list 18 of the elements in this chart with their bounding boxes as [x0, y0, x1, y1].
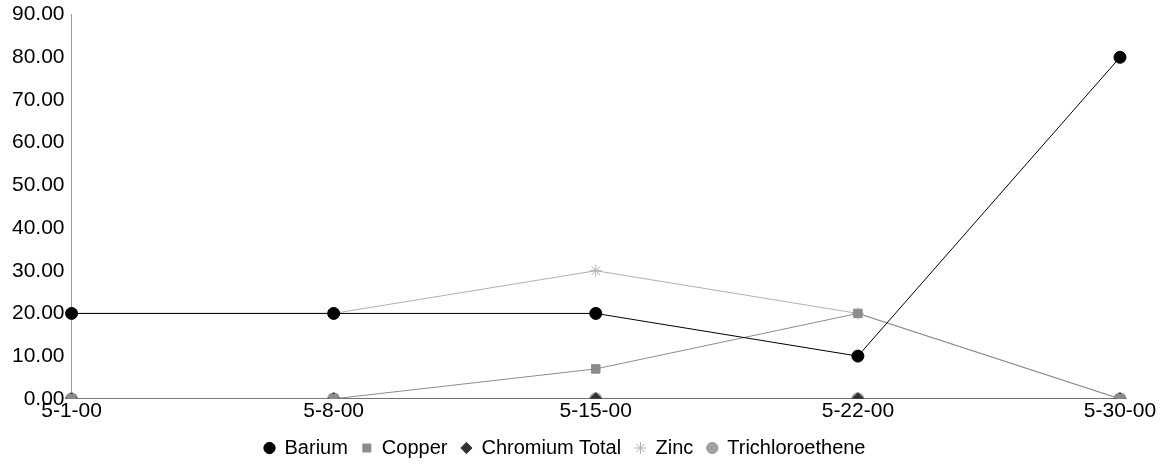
y-tick-label: 20.00 [11, 300, 65, 324]
y-tick-label: 80.00 [11, 44, 65, 68]
y-tick-label: 70.00 [11, 86, 65, 110]
legend-label: Trichloroethene [727, 435, 866, 458]
x-tick-label: 5-22-00 [821, 398, 895, 422]
y-tick-label: 90.00 [11, 1, 65, 25]
x-tick-label: 5-15-00 [559, 398, 632, 422]
legend-label: Copper [381, 435, 448, 458]
y-tick-label: 10.00 [11, 342, 65, 366]
y-tick-label: 30.00 [11, 257, 65, 281]
legend-label: Chromium Total [481, 435, 622, 458]
x-tick-label: 5-8-00 [303, 398, 365, 422]
y-tick-label: 60.00 [11, 129, 65, 153]
legend-label: Barium [284, 435, 348, 458]
y-tick-label: 40.00 [11, 214, 65, 238]
y-tick-label: 50.00 [11, 172, 65, 196]
legend-label: Zinc [655, 435, 694, 458]
x-tick-label: 5-30-00 [1083, 398, 1157, 422]
